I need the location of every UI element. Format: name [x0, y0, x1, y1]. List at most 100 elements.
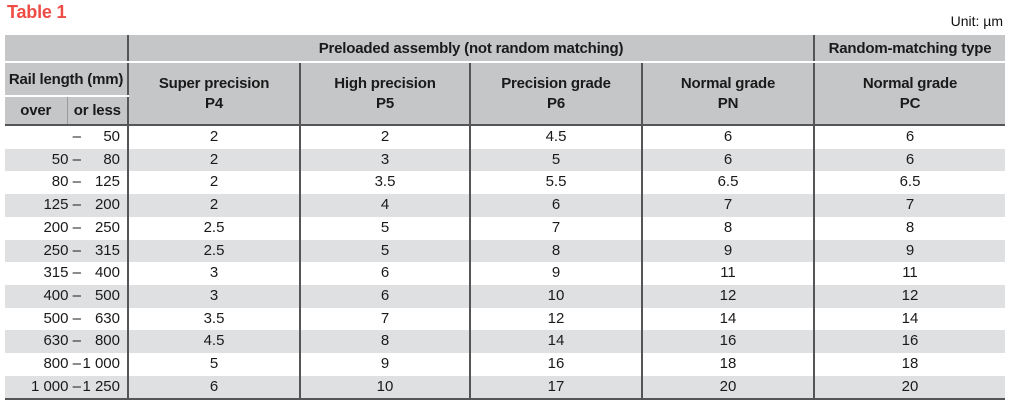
- grade-value-cell: 10: [470, 284, 643, 308]
- rail-over-value: 400 –: [43, 286, 81, 304]
- grade-code: PC: [899, 94, 921, 112]
- grade-name: Super precision: [158, 74, 270, 92]
- rail-orless-value: 80: [103, 150, 120, 168]
- grade-value-cell: 5: [300, 239, 471, 263]
- grade-value-cell: 7: [905, 196, 915, 214]
- grade-value-cell: 2: [128, 148, 301, 172]
- grade-value-cell: 20: [814, 375, 1005, 401]
- over-header: over: [5, 96, 68, 126]
- grade-value-cell: 6: [642, 125, 815, 149]
- grade-value-cell: 5: [128, 353, 301, 376]
- grade-value-cell: 16: [470, 353, 643, 376]
- rail-over-value: 125 –: [43, 196, 81, 214]
- rail-length-cell: 500 – 630: [5, 307, 129, 331]
- rail-range: 200 – 250: [5, 217, 127, 240]
- grade-value-cell: 6.5: [899, 173, 921, 191]
- rail-over-value: 50 –: [51, 150, 81, 168]
- grade-value-cell: 18: [642, 353, 815, 376]
- group-header-random: Random-matching type: [814, 35, 1005, 63]
- rail-length-header: Rail length (mm): [5, 62, 129, 97]
- rail-over-value: 200 –: [43, 218, 81, 236]
- grade-value-cell: 7: [300, 307, 471, 331]
- rail-orless-value: 315: [94, 241, 120, 259]
- grade-value-cell: 11: [902, 264, 918, 282]
- grade-name: Normal grade: [680, 74, 776, 92]
- rail-range: 630 – 800: [5, 330, 127, 353]
- col-header-pc: Normal grade PC: [813, 62, 1005, 126]
- rail-over-value: 630 –: [43, 332, 81, 350]
- grade-value-cell: 17: [470, 375, 643, 401]
- grade-value-cell: 2: [128, 171, 301, 195]
- rail-over-value: 500 –: [43, 309, 81, 327]
- grade-code: PN: [717, 94, 739, 112]
- grade-value-cell: 6.5: [642, 171, 815, 195]
- grade-value-cell: 4: [300, 194, 471, 217]
- rail-range: 1 000 – 1 250: [5, 376, 127, 399]
- rail-over-value: 800 –: [43, 355, 81, 373]
- or-less-header: or less: [67, 96, 129, 126]
- table-row: 200 – 250 2.5 5 7 8 8: [5, 216, 1005, 240]
- rail-length-cell: 315 – 400: [5, 262, 129, 285]
- rail-over-value: 1 000 –: [30, 377, 81, 395]
- grade-value-cell: 7: [642, 194, 815, 217]
- grade-value-cell: 3.5: [128, 307, 301, 331]
- table-row: 80 – 125 2 3.5 5.5 6.5 6.5: [5, 171, 1005, 195]
- rail-length-cell: 1 000 – 1 250: [5, 375, 129, 401]
- table-row: 800 – 1 000 5 9 16 18 18: [5, 353, 1005, 376]
- rail-length-cell: 200 – 250: [5, 216, 129, 240]
- rail-over-value: 315 –: [43, 264, 81, 282]
- grade-name: High precision: [334, 74, 436, 92]
- grade-value-cell: 5.5: [470, 171, 643, 195]
- rail-over-value: 80 –: [51, 173, 81, 191]
- rail-range: – 50: [5, 126, 127, 149]
- table-row: 400 – 500 3 6 10 12 12: [5, 284, 1005, 308]
- grade-value-cell: 14: [901, 309, 919, 327]
- rail-orless-value: 630: [94, 309, 120, 327]
- col-header-p5: High precision P5: [299, 62, 471, 126]
- rail-length-cell: 125 – 200: [5, 194, 129, 217]
- rail-length-cell: 50 – 80: [5, 148, 129, 172]
- rail-range: 800 – 1 000: [5, 353, 127, 376]
- grade-value-cell: 9: [300, 353, 471, 376]
- col-header-p4: Super precision P4: [127, 62, 301, 126]
- grade-value-cell: 9: [470, 262, 643, 285]
- rail-orless-value: 50: [103, 128, 120, 145]
- grade-name: Normal grade: [862, 74, 958, 92]
- rail-over-value: 250 –: [43, 241, 81, 259]
- grade-value-cell: 8: [470, 239, 643, 263]
- grade-value-cell: 6: [128, 375, 301, 401]
- table-row: 1 000 – 1 250 6 10 17 20 20: [5, 375, 1005, 401]
- grade-value-cell: 6: [642, 148, 815, 172]
- rail-length-cell: – 50: [5, 125, 129, 149]
- grade-value-cell: 5: [300, 216, 471, 240]
- rail-range: 50 – 80: [5, 149, 127, 172]
- grade-value-cell: 6: [470, 194, 643, 217]
- grade-value-cell: 12: [470, 307, 643, 331]
- unit-label: Unit: µm: [950, 13, 1003, 29]
- rail-length-cell: 250 – 315: [5, 239, 129, 263]
- rail-orless-value: 1 000: [82, 355, 120, 373]
- table-row: – 50 2 2 4.5 6 6: [5, 125, 1005, 149]
- col-header-p6: Precision grade P6: [469, 62, 643, 126]
- rail-over-value: –: [72, 128, 81, 145]
- sub-header-row: over or less: [5, 96, 1005, 126]
- grade-value-cell: 10: [300, 375, 471, 401]
- col-header-pn: Normal grade PN: [641, 62, 815, 126]
- grade-value-cell: 2: [128, 125, 301, 149]
- grade-value-cell: 16: [901, 332, 919, 350]
- group-header-preloaded: Preloaded assembly (not random matching): [128, 35, 815, 63]
- rail-range: 400 – 500: [5, 285, 127, 308]
- rail-length-cell: 400 – 500: [5, 284, 129, 308]
- rail-length-cell: 80 – 125: [5, 171, 129, 195]
- grade-value-cell: 14: [642, 307, 815, 331]
- rail-orless-value: 1 250: [82, 377, 120, 395]
- rail-length-cell: 800 – 1 000: [5, 353, 129, 376]
- rail-range: 250 – 315: [5, 240, 127, 263]
- grade-value-cell: 3: [128, 284, 301, 308]
- grade-value-cell: 12: [901, 286, 919, 304]
- rail-orless-value: 200: [94, 196, 120, 214]
- grade-value-cell: 6: [300, 284, 471, 308]
